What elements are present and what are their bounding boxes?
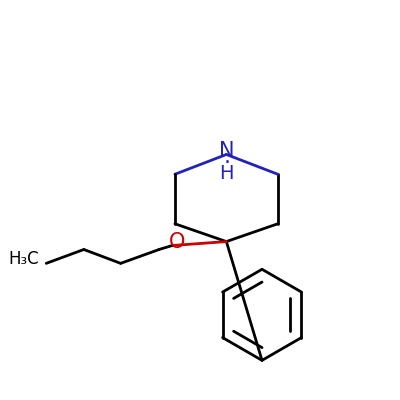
Text: O: O <box>169 232 185 252</box>
Text: H: H <box>219 164 234 182</box>
Text: H₃C: H₃C <box>8 250 39 268</box>
Text: ·: · <box>224 153 231 173</box>
Text: N: N <box>219 141 234 161</box>
